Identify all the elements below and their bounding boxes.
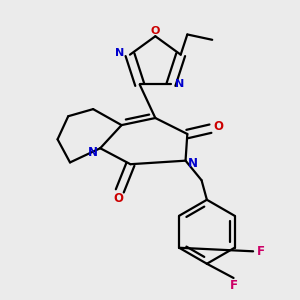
- Text: F: F: [230, 279, 238, 292]
- Text: N: N: [87, 146, 98, 159]
- Text: O: O: [151, 26, 160, 36]
- Text: F: F: [257, 245, 265, 258]
- Text: N: N: [116, 48, 124, 58]
- Text: N: N: [175, 80, 184, 89]
- Text: O: O: [113, 192, 123, 205]
- Text: O: O: [213, 120, 223, 133]
- Text: N: N: [188, 157, 198, 170]
